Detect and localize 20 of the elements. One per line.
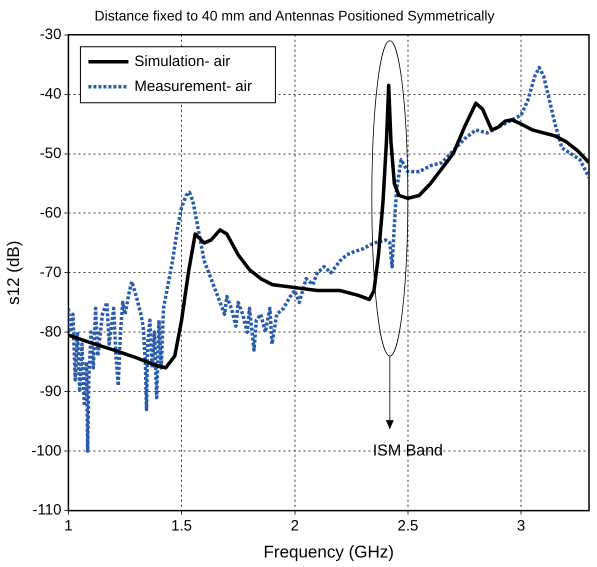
legend-label: Measurement- air xyxy=(134,78,252,95)
x-axis-title: Frequency (GHz) xyxy=(264,542,394,562)
y-tick-label: -80 xyxy=(40,323,62,340)
x-tick-label: 1 xyxy=(64,518,73,535)
y-tick-label: -90 xyxy=(40,382,62,400)
y-tick-label: -50 xyxy=(40,144,62,162)
y-tick-label: -60 xyxy=(40,204,62,222)
x-tick-label: 2 xyxy=(290,518,299,535)
x-tick-label: 1.5 xyxy=(171,518,192,535)
y-tick-label: -40 xyxy=(40,85,62,102)
x-tick-label: 2.5 xyxy=(398,518,418,535)
legend-label: Simulation- air xyxy=(134,52,230,70)
y-tick-label: -110 xyxy=(32,502,62,519)
y-tick-label: -100 xyxy=(31,442,62,460)
chart-title: Distance fixed to 40 mm and Antennas Positioned Symmetrically xyxy=(94,7,494,24)
y-axis-title: s12 (dB) xyxy=(4,240,23,305)
annotation: ISM Band xyxy=(372,442,443,460)
y-tick-label: -30 xyxy=(40,26,62,43)
y-tick-label: -70 xyxy=(40,264,62,281)
x-tick-label: 3 xyxy=(516,518,526,535)
